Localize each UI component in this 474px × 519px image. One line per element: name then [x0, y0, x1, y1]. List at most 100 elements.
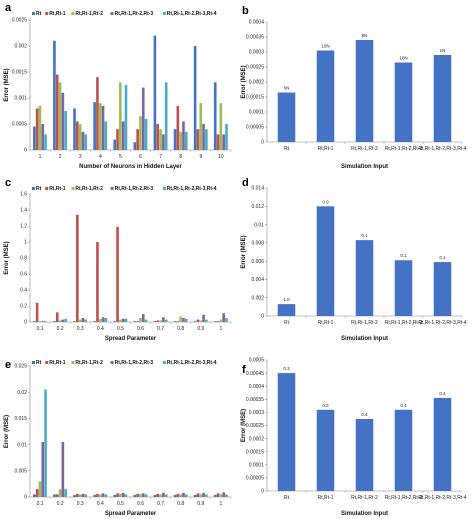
- bar-e-4-0.2: [61, 441, 65, 497]
- y-tick-label: 0.005: [14, 469, 27, 475]
- bar-e-5-0.7: [164, 494, 168, 497]
- y-tick-label: 0.00015: [246, 95, 264, 101]
- data-label: 0.1: [361, 233, 368, 238]
- bar-e-5-0.1: [44, 389, 47, 497]
- legend-swatch: [110, 361, 114, 364]
- y-tick-label: 0: [261, 314, 264, 320]
- x-tick-label: 0.5: [117, 326, 124, 332]
- bar-a-2-2: [55, 74, 59, 150]
- bar-c-3-0.3: [78, 319, 82, 322]
- bar-a-1-9: [193, 46, 197, 150]
- x-tick-label: 5: [119, 154, 122, 160]
- bar-c-3-0.8: [179, 316, 182, 322]
- bar-c-5-0.9: [205, 319, 208, 322]
- legend-entry: Rt,Rt-1,Rt-2,Rt-3,Rt-4: [167, 360, 217, 366]
- bar-a-3-7: [159, 129, 162, 150]
- y-tick-label: 0: [24, 320, 27, 326]
- bar-c-2-0.4: [96, 242, 99, 322]
- chart-panel-c: c 0 0.2 0.4 0.6 0.8 1 1.2 1.4 1.6 Error (MSE) Sprea…: [4, 177, 232, 342]
- y-tick-label: 0.0005: [12, 122, 28, 128]
- bar-a-3-4: [98, 103, 102, 150]
- legend-entry: Rt,Rt-1,Rt-2: [75, 360, 103, 366]
- bar-e-4-0.1: [41, 441, 45, 497]
- bar-e-4-0.9: [202, 492, 205, 497]
- bar-c-5-0.8: [184, 318, 188, 322]
- x-tick-label: Rt,Rt-1,Rt-2: [351, 495, 378, 501]
- chart-panel-e: e 0 0.005 0.01 0.015 0.02 0.025 Error (MSE) Spre…: [4, 359, 232, 517]
- data-label: 0.1: [400, 253, 407, 258]
- bar-e-2-0.5: [116, 493, 119, 497]
- legend-entry: Rt,Rt-1: [49, 11, 66, 17]
- bar-e-3-0.2: [58, 489, 62, 497]
- y-tick-label: 0.0025: [12, 18, 28, 24]
- x-tick-label: 0.8: [177, 326, 184, 332]
- x-tick-label: 7: [159, 154, 162, 160]
- x-tick-label: 10: [218, 154, 224, 160]
- y-tick-label: 0.4: [20, 288, 27, 294]
- bar-a-5-9: [205, 129, 208, 150]
- x-axis-label: Simulation Input: [341, 164, 388, 170]
- chart-panel-a: a 0 0.0005 0.001 0.0015 0.002 0.0025 Error (MSE…: [4, 2, 232, 170]
- y-axis-label: Error (MSE): [4, 68, 10, 101]
- y-axis-label: Error (MSE): [241, 235, 247, 268]
- bar-a-3-2: [58, 82, 62, 150]
- bar-e-5-0.9: [205, 494, 208, 497]
- bar-f-Rt,Rt-1,Rt-2: [355, 418, 374, 491]
- bar-a-4-9: [202, 124, 205, 150]
- data-label: 1.0: [283, 297, 290, 302]
- bar-a-2-6: [136, 129, 139, 150]
- bar-a-1-3: [73, 108, 76, 150]
- bar-a-4-4: [101, 105, 105, 150]
- bar-d-Rt,Rt-1,Rt-2,Rt-3: [394, 260, 413, 316]
- data-label: 0.3: [322, 403, 329, 408]
- bar-a-1-8: [173, 129, 177, 150]
- legend-swatch: [110, 187, 114, 190]
- y-tick-label: 0.002: [251, 295, 264, 301]
- bar-e-4-0.6: [141, 493, 145, 497]
- bar-c-4-0.8: [182, 318, 185, 322]
- legend-swatch: [162, 12, 166, 15]
- bar-c-5-0.1: [44, 321, 47, 322]
- bar-a-2-3: [76, 121, 79, 150]
- bar-e-2-0.2: [55, 494, 59, 497]
- panel-letter: c: [5, 177, 11, 189]
- x-tick-label: 0.5: [117, 501, 124, 507]
- bar-a-1-1: [33, 126, 36, 150]
- bar-f-Rt,Rt-1,Rt-2,Rt-3,Rt-4: [433, 397, 452, 491]
- bar-a-1-7: [153, 35, 157, 150]
- bar-c-4-0.1: [41, 321, 45, 322]
- bar-c-5-0.3: [84, 319, 88, 322]
- bar-c-1-0.4: [93, 321, 96, 322]
- y-tick-label: 0.0004: [249, 20, 265, 26]
- x-tick-label: 0.1: [37, 501, 44, 507]
- bar-b-Rt,Rt-1: [316, 50, 335, 142]
- x-tick-label: 1: [39, 154, 42, 160]
- bar-e-4-0.5: [121, 492, 125, 497]
- bar-e-4-0.4: [101, 493, 105, 497]
- y-tick-label: 0.00005: [246, 476, 264, 482]
- y-tick-label: 0.0004: [249, 384, 265, 390]
- x-tick-label: Rt,Rt-1,Rt-2,Rt-3: [385, 495, 423, 501]
- bar-d-Rt,Rt-1,Rt-2: [355, 240, 374, 316]
- legend-swatch: [32, 12, 35, 15]
- x-tick-label: 1: [220, 501, 223, 507]
- y-axis-label: Error (MSE): [241, 65, 247, 98]
- bar-c-3-0.4: [98, 318, 102, 322]
- legend-swatch: [45, 187, 49, 190]
- x-tick-label: 0.2: [57, 326, 64, 332]
- bar-f-Rt: [277, 373, 296, 491]
- bar-a-1-2: [53, 40, 56, 150]
- x-tick-label: Rt,Rt-1,Rt-2,Rt-3: [385, 146, 423, 152]
- panel-letter: e: [5, 359, 11, 371]
- bar-a-4-10: [222, 134, 225, 150]
- y-tick-label: 0.0003: [249, 50, 265, 56]
- x-tick-label: Rt,Rt-1,Rt-2,Rt-3,Rt-4: [418, 495, 467, 501]
- bar-a-5-6: [144, 118, 148, 150]
- legend-entry: Rt,Rt-1,Rt-2,Rt-3: [115, 11, 154, 17]
- x-axis-label: Spread Parameter: [105, 511, 157, 517]
- legend-entry: Rt,Rt-1,Rt-2,Rt-3: [115, 360, 154, 366]
- x-tick-label: 0.4: [97, 326, 104, 332]
- bar-a-2-8: [176, 105, 180, 150]
- x-tick-label: 0.6: [137, 326, 144, 332]
- bar-a-4-3: [81, 131, 85, 150]
